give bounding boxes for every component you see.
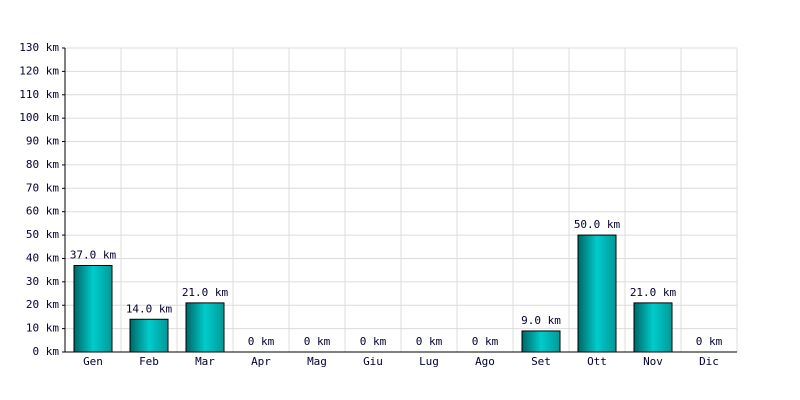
bar <box>129 318 169 353</box>
y-tick-label: 120 km <box>19 64 59 77</box>
y-tick-label: 20 km <box>26 298 59 311</box>
value-label: 14.0 km <box>126 302 173 315</box>
x-tick-label: Ago <box>475 355 495 368</box>
value-label: 37.0 km <box>70 248 117 261</box>
bar <box>521 330 561 353</box>
y-tick-label: 70 km <box>26 181 59 194</box>
value-label: 0 km <box>416 335 443 348</box>
x-tick-label: Nov <box>643 355 663 368</box>
value-label: 0 km <box>696 335 723 348</box>
bar <box>577 234 617 353</box>
x-tick-label: Apr <box>251 355 271 368</box>
value-label: 21.0 km <box>182 286 229 299</box>
y-tick-label: 30 km <box>26 275 59 288</box>
x-tick-label: Ott <box>587 355 607 368</box>
x-tick-label: Set <box>531 355 551 368</box>
value-label: 21.0 km <box>630 286 677 299</box>
x-tick-label: Feb <box>139 355 159 368</box>
y-tick-label: 110 km <box>19 88 59 101</box>
value-label: 0 km <box>360 335 387 348</box>
y-tick-label: 0 km <box>33 345 60 358</box>
y-tick-label: 50 km <box>26 228 59 241</box>
bar <box>185 302 225 353</box>
y-tick-label: 10 km <box>26 322 59 335</box>
x-tick-label: Lug <box>419 355 439 368</box>
value-label: 0 km <box>472 335 499 348</box>
value-label: 0 km <box>248 335 275 348</box>
value-label: 0 km <box>304 335 331 348</box>
y-tick-label: 40 km <box>26 251 59 264</box>
x-tick-label: Mar <box>195 355 215 368</box>
bar <box>633 302 673 353</box>
y-tick-label: 90 km <box>26 135 59 148</box>
bar <box>73 264 113 353</box>
y-tick-label: 130 km <box>19 41 59 54</box>
x-tick-label: Dic <box>699 355 719 368</box>
x-tick-label: Mag <box>307 355 327 368</box>
y-tick-label: 100 km <box>19 111 59 124</box>
value-label: 50.0 km <box>574 218 621 231</box>
y-tick-label: 60 km <box>26 205 59 218</box>
y-tick-label: 80 km <box>26 158 59 171</box>
x-tick-label: Giu <box>363 355 383 368</box>
value-label: 9.0 km <box>521 314 561 327</box>
x-tick-label: Gen <box>83 355 103 368</box>
